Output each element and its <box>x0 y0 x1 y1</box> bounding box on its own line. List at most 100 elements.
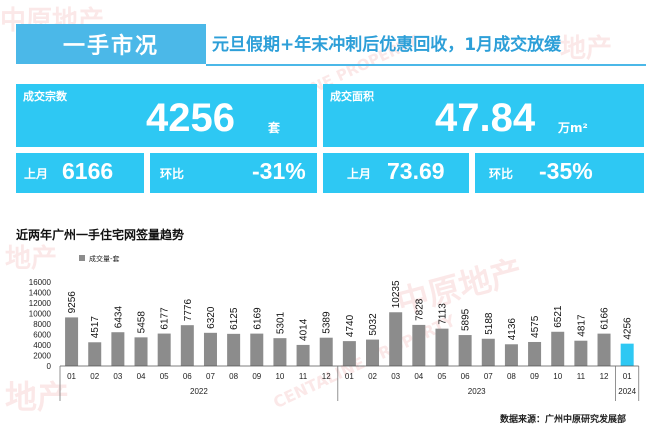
x-tick-label: 01 <box>623 372 632 381</box>
x-tick-label: 08 <box>229 372 238 381</box>
x-tick-label: 01 <box>345 372 354 381</box>
data-label: 6169 <box>252 307 263 330</box>
bar <box>111 332 125 366</box>
deals-mom-panel: 环比 -31% <box>150 153 317 193</box>
bar <box>528 341 542 366</box>
legend-label: 成交量-套 <box>89 254 120 263</box>
area-label: 成交面积 <box>330 90 374 103</box>
bar <box>250 333 264 366</box>
x-tick-label: 07 <box>484 372 493 381</box>
data-label: 4817 <box>576 314 587 337</box>
deals-value: 4256 <box>146 96 235 140</box>
data-label: 6320 <box>206 306 217 329</box>
data-label: 9256 <box>67 291 78 314</box>
y-tick-label: 4000 <box>33 341 51 350</box>
y-tick-label: 16000 <box>29 278 52 287</box>
page-title: 一手市况 <box>16 24 206 64</box>
x-tick-label: 04 <box>414 372 423 381</box>
deals-last-month-value: 6166 <box>62 158 114 184</box>
x-tick-label: 07 <box>206 372 215 381</box>
deals-label: 成交宗数 <box>23 90 67 103</box>
bar <box>574 340 588 366</box>
bar <box>342 341 356 366</box>
x-tick-label: 05 <box>160 372 169 381</box>
header-underline <box>206 64 646 66</box>
bar <box>366 339 380 366</box>
bar <box>597 333 611 366</box>
x-tick-label: 06 <box>461 372 470 381</box>
x-tick-label: 11 <box>299 372 308 381</box>
data-label: 4136 <box>507 318 518 341</box>
area-last-month-panel: 上月 73.69 <box>323 153 469 193</box>
bar <box>458 335 472 366</box>
bar <box>620 343 634 366</box>
year-label: 2023 <box>468 387 486 396</box>
data-label: 5895 <box>461 308 472 331</box>
bar <box>134 337 148 366</box>
area-mom-label: 环比 <box>489 167 514 181</box>
area-mom-value: -35% <box>539 158 593 184</box>
x-tick-label: 02 <box>90 372 99 381</box>
y-tick-label: 12000 <box>29 299 52 308</box>
data-label: 4014 <box>299 318 310 341</box>
bar <box>435 328 449 366</box>
data-label: 4256 <box>623 317 634 340</box>
data-label: 6125 <box>229 307 240 330</box>
deals-mom-label: 环比 <box>160 167 185 181</box>
data-label: 7776 <box>183 298 194 321</box>
x-tick-label: 01 <box>67 372 76 381</box>
data-label: 10235 <box>391 280 402 308</box>
y-tick-label: 0 <box>47 362 52 371</box>
page-header: 一手市况 元旦假期+年末冲刺后优惠回收，1月成交放缓 <box>16 24 646 72</box>
bar <box>180 325 194 366</box>
data-source: 数据来源：广州中原研究发展部 <box>500 415 627 425</box>
x-tick-label: 03 <box>113 372 122 381</box>
bar <box>157 333 171 366</box>
data-label: 7828 <box>414 298 425 321</box>
x-tick-label: 02 <box>368 372 377 381</box>
year-label: 2022 <box>190 387 208 396</box>
x-tick-label: 10 <box>275 372 284 381</box>
bar <box>273 338 287 366</box>
data-label: 5389 <box>322 311 333 334</box>
legend-swatch <box>79 255 85 261</box>
page-subtitle: 元旦假期+年末冲刺后优惠回收，1月成交放缓 <box>212 35 562 55</box>
x-tick-label: 08 <box>507 372 516 381</box>
area-last-month-value: 73.69 <box>387 158 445 184</box>
x-tick-label: 11 <box>577 372 586 381</box>
data-label: 6166 <box>600 307 611 330</box>
y-tick-label: 2000 <box>33 352 51 361</box>
bar <box>296 344 310 366</box>
deals-panel: 成交宗数 4256 套 <box>16 84 317 147</box>
data-label: 5301 <box>275 311 286 334</box>
data-label: 4575 <box>530 315 541 338</box>
area-unit: 万m² <box>558 121 588 135</box>
area-last-month-label: 上月 <box>347 167 372 181</box>
bar <box>389 312 403 366</box>
x-tick-label: 06 <box>183 372 192 381</box>
data-label: 7113 <box>437 303 448 325</box>
x-tick-label: 12 <box>322 372 331 381</box>
bar <box>504 344 518 366</box>
y-tick-label: 14000 <box>29 289 52 298</box>
y-tick-label: 8000 <box>33 320 51 329</box>
data-label: 6521 <box>553 305 564 328</box>
area-value: 47.84 <box>435 96 536 140</box>
bar <box>65 317 79 366</box>
y-tick-label: 10000 <box>29 310 52 319</box>
x-tick-label: 09 <box>252 372 261 381</box>
data-label: 6434 <box>113 306 124 329</box>
bar <box>412 324 426 366</box>
x-tick-label: 03 <box>391 372 400 381</box>
data-label: 5188 <box>484 312 495 335</box>
data-label: 4517 <box>90 316 101 339</box>
chart-title: 近两年广州一手住宅网签量趋势 <box>16 228 185 242</box>
data-label: 5032 <box>368 313 379 336</box>
bar <box>203 332 217 366</box>
x-tick-label: 12 <box>600 372 609 381</box>
bar <box>227 333 241 366</box>
area-mom-panel: 环比 -35% <box>475 153 644 193</box>
x-tick-label: 10 <box>553 372 562 381</box>
deals-mom-value: -31% <box>252 158 306 184</box>
area-panel: 成交面积 47.84 万m² <box>323 84 644 147</box>
